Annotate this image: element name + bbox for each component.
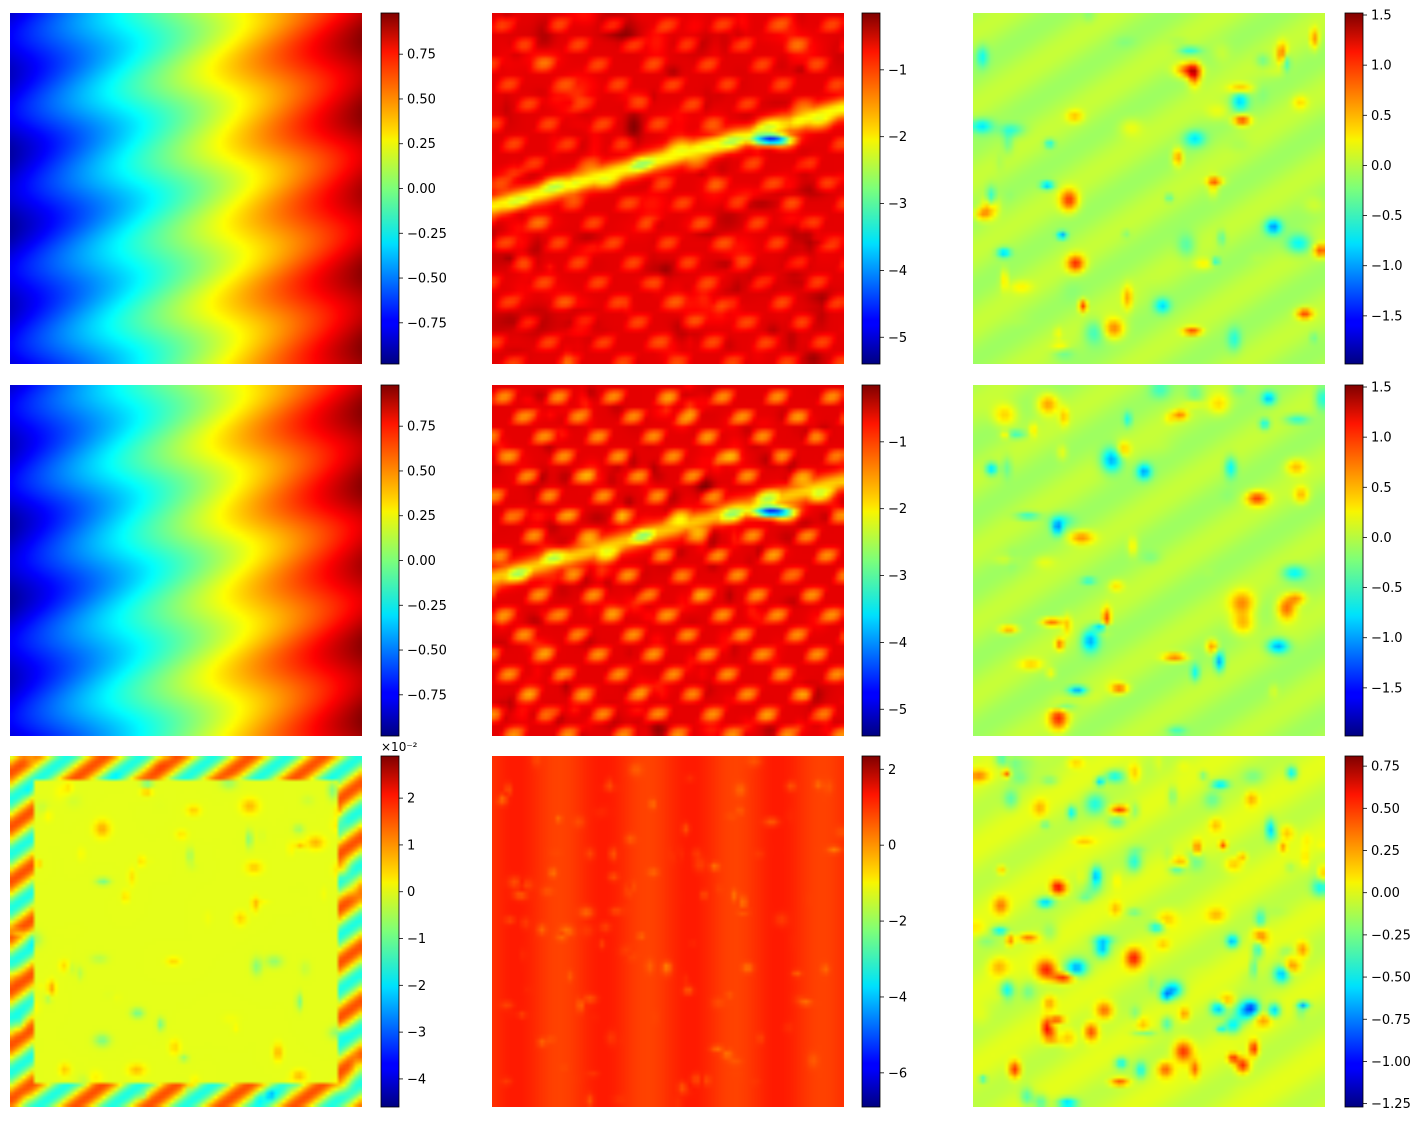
colorbar-tick-label: −6 bbox=[888, 1066, 907, 1081]
colorbar bbox=[380, 12, 400, 365]
heatmap-image bbox=[10, 385, 362, 736]
colorbar-tick-label: 0 bbox=[407, 885, 415, 900]
colorbar-tick-label: −4 bbox=[407, 1072, 426, 1087]
colorbar-tick-label: 1 bbox=[407, 838, 415, 853]
colorbar-tick-label: −5 bbox=[888, 331, 907, 346]
colorbar-tick-label: 0.25 bbox=[407, 137, 436, 152]
panel-r3-c2: 2 0 −2 −4 −6 bbox=[492, 755, 907, 1108]
colorbar-tick-label: 0 bbox=[888, 839, 896, 854]
colorbar-tick-label: −0.25 bbox=[407, 227, 447, 242]
colorbar-tick-label: 0.25 bbox=[1371, 844, 1400, 859]
heatmap-image bbox=[492, 13, 844, 364]
colorbar-tick-label: −2 bbox=[888, 915, 907, 930]
colorbar-tick-label: −2 bbox=[888, 130, 907, 145]
panel-r1-c1: 0.75 0.50 0.25 0.00 −0.25 −0.50 −0.75 bbox=[10, 12, 447, 365]
colorbar-tick-label: −1 bbox=[407, 932, 426, 947]
colorbar-tick-label: −0.75 bbox=[1371, 1013, 1411, 1028]
colorbar bbox=[380, 384, 400, 737]
colorbar-tick-label: −2 bbox=[888, 502, 907, 517]
colorbar-tick-label: 0.50 bbox=[407, 464, 436, 479]
colorbar-tick-label: −1.5 bbox=[1371, 309, 1403, 324]
panel-r2-c1: 0.75 0.50 0.25 0.00 −0.25 −0.50 −0.75 bbox=[10, 384, 447, 737]
colorbar-tick-label: −2 bbox=[407, 979, 426, 994]
colorbar-tick-label: −4 bbox=[888, 636, 907, 651]
colorbar-tick-label: 1.0 bbox=[1371, 59, 1392, 74]
colorbar-tick-label: 0.75 bbox=[407, 48, 436, 63]
colorbar-tick-label: 0.5 bbox=[1371, 481, 1392, 496]
colorbar-tick-label: −4 bbox=[888, 990, 907, 1005]
colorbar bbox=[1344, 384, 1364, 737]
heatmap-image bbox=[973, 13, 1325, 364]
colorbar-tick-label: 0.0 bbox=[1371, 159, 1392, 174]
panel-r1-c2: −1 −2 −3 −4 −5 bbox=[492, 12, 907, 365]
colorbar-tick-label: −1.25 bbox=[1371, 1097, 1411, 1112]
heatmap-image bbox=[492, 756, 844, 1107]
colorbar-tick-label: −0.75 bbox=[407, 688, 447, 703]
colorbar-tick-label: 1.0 bbox=[1371, 431, 1392, 446]
colorbar-tick-label: 0.00 bbox=[1371, 886, 1400, 901]
colorbar bbox=[861, 755, 881, 1108]
colorbar-tick-label: −1.0 bbox=[1371, 631, 1403, 646]
colorbar-tick-label: −1.00 bbox=[1371, 1055, 1411, 1070]
heatmap-image bbox=[10, 756, 362, 1107]
colorbar-tick-label: −1.0 bbox=[1371, 259, 1403, 274]
heatmap-image bbox=[973, 756, 1325, 1107]
colorbar bbox=[380, 755, 400, 1108]
colorbar bbox=[861, 12, 881, 365]
heatmap-image bbox=[973, 385, 1325, 736]
colorbar-tick-label: 0.25 bbox=[407, 509, 436, 524]
colorbar-tick-label: −0.50 bbox=[1371, 971, 1411, 986]
panel-r2-c3: 1.5 1.0 0.5 0.0 −0.5 −1.0 −1.5 bbox=[973, 381, 1403, 737]
colorbar-tick-label: −3 bbox=[888, 569, 907, 584]
panel-r3-c3: 0.75 0.50 0.25 0.00 −0.25 −0.50 −0.75 −1.00 −1.2… bbox=[973, 755, 1411, 1112]
panel-r2-c2: −1 −2 −3 −4 −5 bbox=[492, 384, 907, 737]
colorbar-tick-label: −1.5 bbox=[1371, 681, 1403, 696]
colorbar bbox=[1344, 755, 1364, 1108]
heatmap-image bbox=[10, 13, 362, 364]
colorbar-tick-label: −0.5 bbox=[1371, 209, 1403, 224]
colorbar-tick-label: 2 bbox=[888, 763, 896, 778]
colorbar-tick-label: 0.00 bbox=[407, 554, 436, 569]
colorbar-tick-label: 0.75 bbox=[407, 420, 436, 435]
colorbar-tick-label: 1.5 bbox=[1371, 381, 1392, 396]
colorbar-tick-label: −3 bbox=[407, 1026, 426, 1041]
panel-r1-c3: 1.5 1.0 0.5 0.0 −0.5 −1.0 −1.5 bbox=[973, 9, 1403, 365]
colorbar-tick-label: 0.00 bbox=[407, 182, 436, 197]
colorbar-tick-label: −0.50 bbox=[407, 644, 447, 659]
colorbar-tick-label: 1.5 bbox=[1371, 9, 1392, 24]
colorbar-tick-label: −0.25 bbox=[1371, 928, 1411, 943]
colorbar-tick-label: 0.0 bbox=[1371, 531, 1392, 546]
colorbar bbox=[861, 384, 881, 737]
colorbar-tick-label: 0.5 bbox=[1371, 109, 1392, 124]
heatmap-image bbox=[492, 385, 844, 736]
colorbar-tick-label: 0.50 bbox=[407, 92, 436, 107]
colorbar-tick-label: −5 bbox=[888, 703, 907, 718]
colorbar-tick-label: −1 bbox=[888, 435, 907, 450]
colorbar-tick-label: 0.75 bbox=[1371, 760, 1400, 775]
colorbar bbox=[1344, 12, 1364, 365]
colorbar-tick-label: −3 bbox=[888, 197, 907, 212]
colorbar-tick-label: −0.5 bbox=[1371, 581, 1403, 596]
colorbar-tick-label: 0.50 bbox=[1371, 802, 1400, 817]
colorbar-tick-label: −0.75 bbox=[407, 316, 447, 331]
colorbar-offset-label: ×10⁻² bbox=[381, 740, 418, 754]
panel-r3-c1: 2 1 0 −1 −2 −3 −4 ×10⁻² bbox=[10, 740, 426, 1108]
colorbar-tick-label: −1 bbox=[888, 63, 907, 78]
colorbar-tick-label: −0.50 bbox=[407, 272, 447, 287]
colorbar-tick-label: −4 bbox=[888, 264, 907, 279]
colorbar-tick-label: −0.25 bbox=[407, 599, 447, 614]
colorbar-tick-label: 2 bbox=[407, 792, 415, 807]
